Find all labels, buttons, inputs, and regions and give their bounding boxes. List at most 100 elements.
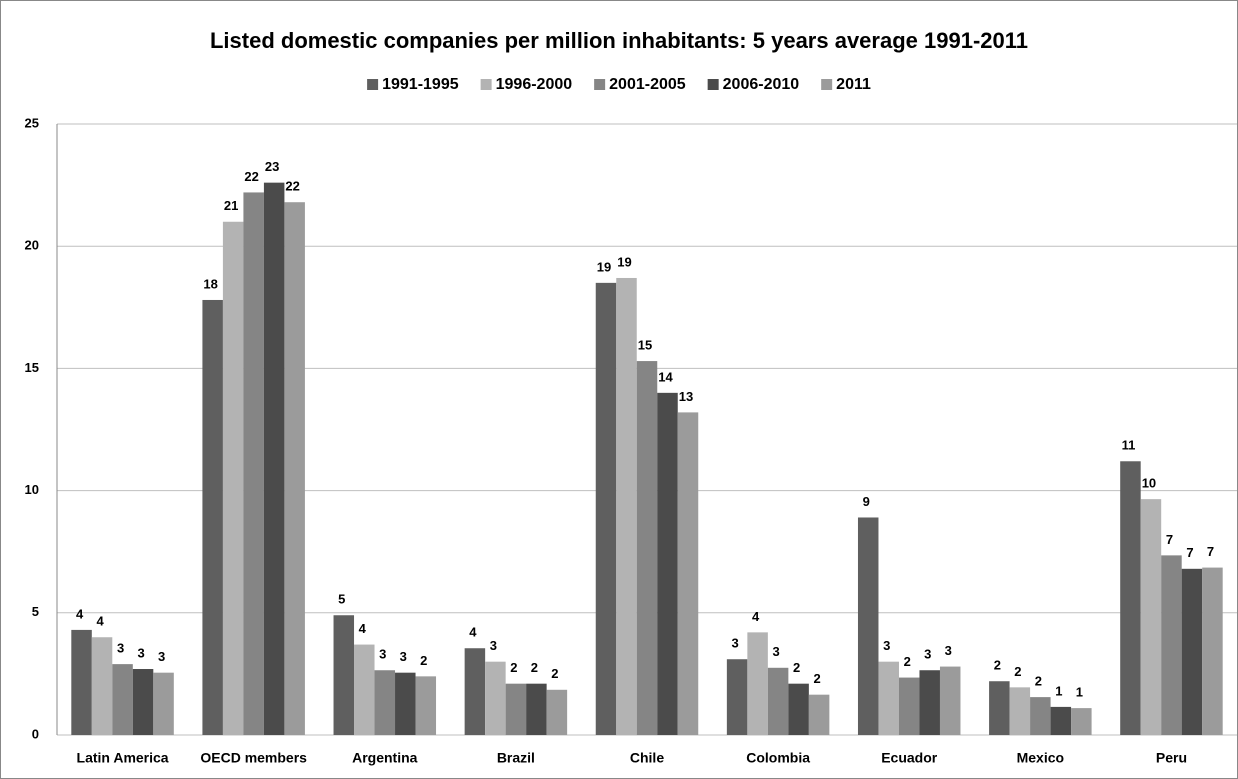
bar — [767, 667, 789, 735]
value-label: 19 — [617, 254, 631, 269]
value-label: 4 — [359, 621, 367, 636]
value-label: 19 — [597, 259, 611, 274]
bar — [546, 689, 568, 735]
value-label: 3 — [490, 638, 497, 653]
x-tick-label: OECD members — [200, 750, 307, 766]
bar — [243, 192, 264, 735]
value-label: 2 — [793, 660, 800, 675]
value-label: 3 — [772, 644, 779, 659]
bar — [1030, 697, 1051, 735]
value-label: 2 — [420, 653, 427, 668]
bar — [333, 615, 355, 735]
value-label: 22 — [244, 169, 258, 184]
legend-swatch — [480, 79, 492, 90]
value-label: 2 — [1014, 664, 1021, 679]
bar — [112, 664, 133, 735]
legend-label: 2011 — [836, 76, 871, 93]
y-tick-label: 25 — [25, 115, 39, 130]
legend-label: 1991-1995 — [382, 76, 459, 93]
x-tick-label: Brazil — [497, 750, 535, 766]
value-label: 4 — [469, 625, 477, 640]
value-label: 1 — [1076, 685, 1083, 700]
x-tick-label: Peru — [1156, 750, 1187, 766]
bar — [878, 661, 899, 735]
bar — [485, 661, 506, 735]
bar — [808, 694, 830, 735]
bar — [726, 659, 748, 735]
value-label: 4 — [76, 606, 84, 621]
value-label: 5 — [338, 592, 345, 607]
value-label: 2 — [531, 660, 538, 675]
value-label: 3 — [731, 636, 738, 651]
value-label: 3 — [158, 649, 165, 664]
bar — [1009, 687, 1031, 735]
value-label: 3 — [137, 645, 144, 660]
bar — [595, 282, 617, 735]
value-label: 7 — [1207, 544, 1214, 559]
y-tick-label: 0 — [32, 726, 39, 741]
bar — [747, 632, 768, 735]
bar — [636, 361, 658, 735]
value-label: 21 — [224, 198, 238, 213]
bar — [202, 299, 223, 735]
value-label: 13 — [679, 389, 693, 404]
value-label: 2 — [994, 658, 1001, 673]
value-label: 15 — [638, 338, 652, 353]
bar — [132, 669, 154, 735]
x-tick-label: Ecuador — [881, 750, 938, 766]
legend-swatch — [821, 79, 833, 90]
bar — [1202, 567, 1223, 735]
bar — [222, 221, 244, 735]
value-label: 7 — [1186, 545, 1193, 560]
x-tick-label: Argentina — [352, 750, 418, 766]
x-tick-label: Latin America — [77, 750, 169, 766]
chart-title: Listed domestic companies per million in… — [210, 28, 1028, 53]
bar — [677, 412, 699, 735]
bar — [505, 683, 527, 735]
x-tick-label: Colombia — [746, 750, 810, 766]
bar — [395, 672, 416, 735]
bar — [919, 670, 940, 735]
bar — [354, 644, 375, 735]
value-label: 3 — [883, 638, 890, 653]
value-label: 10 — [1142, 476, 1156, 491]
value-label: 18 — [203, 276, 217, 291]
bar — [989, 681, 1010, 735]
legend-swatch — [707, 79, 719, 90]
bar — [284, 202, 305, 735]
value-label: 11 — [1122, 438, 1136, 453]
y-tick-label: 5 — [32, 604, 39, 619]
value-label: 2 — [1035, 674, 1042, 689]
bar — [1120, 461, 1141, 735]
bar — [1140, 499, 1162, 735]
legend-swatch — [594, 79, 606, 90]
bar — [415, 676, 437, 735]
y-tick-label: 10 — [25, 482, 39, 497]
bar — [263, 182, 285, 735]
value-label: 2 — [551, 666, 558, 681]
bar — [464, 648, 486, 735]
bar — [526, 683, 547, 735]
bar — [857, 517, 879, 735]
legend-label: 2001-2005 — [609, 76, 686, 93]
bar — [71, 629, 92, 735]
bar — [788, 683, 809, 735]
legend-label: 1996-2000 — [496, 76, 573, 93]
bar — [616, 277, 637, 735]
bar — [898, 677, 920, 735]
bar — [1071, 708, 1092, 735]
value-label: 3 — [117, 641, 124, 656]
value-label: 3 — [400, 649, 407, 664]
value-label: 2 — [904, 654, 911, 669]
bar — [1181, 568, 1203, 735]
value-label: 4 — [752, 609, 760, 624]
bar — [153, 672, 174, 735]
bar — [1161, 555, 1182, 735]
value-label: 14 — [658, 369, 673, 384]
value-label: 3 — [379, 647, 386, 662]
value-label: 22 — [285, 179, 299, 194]
y-tick-label: 20 — [25, 238, 39, 253]
value-label: 2 — [813, 671, 820, 686]
value-label: 2 — [510, 660, 517, 675]
